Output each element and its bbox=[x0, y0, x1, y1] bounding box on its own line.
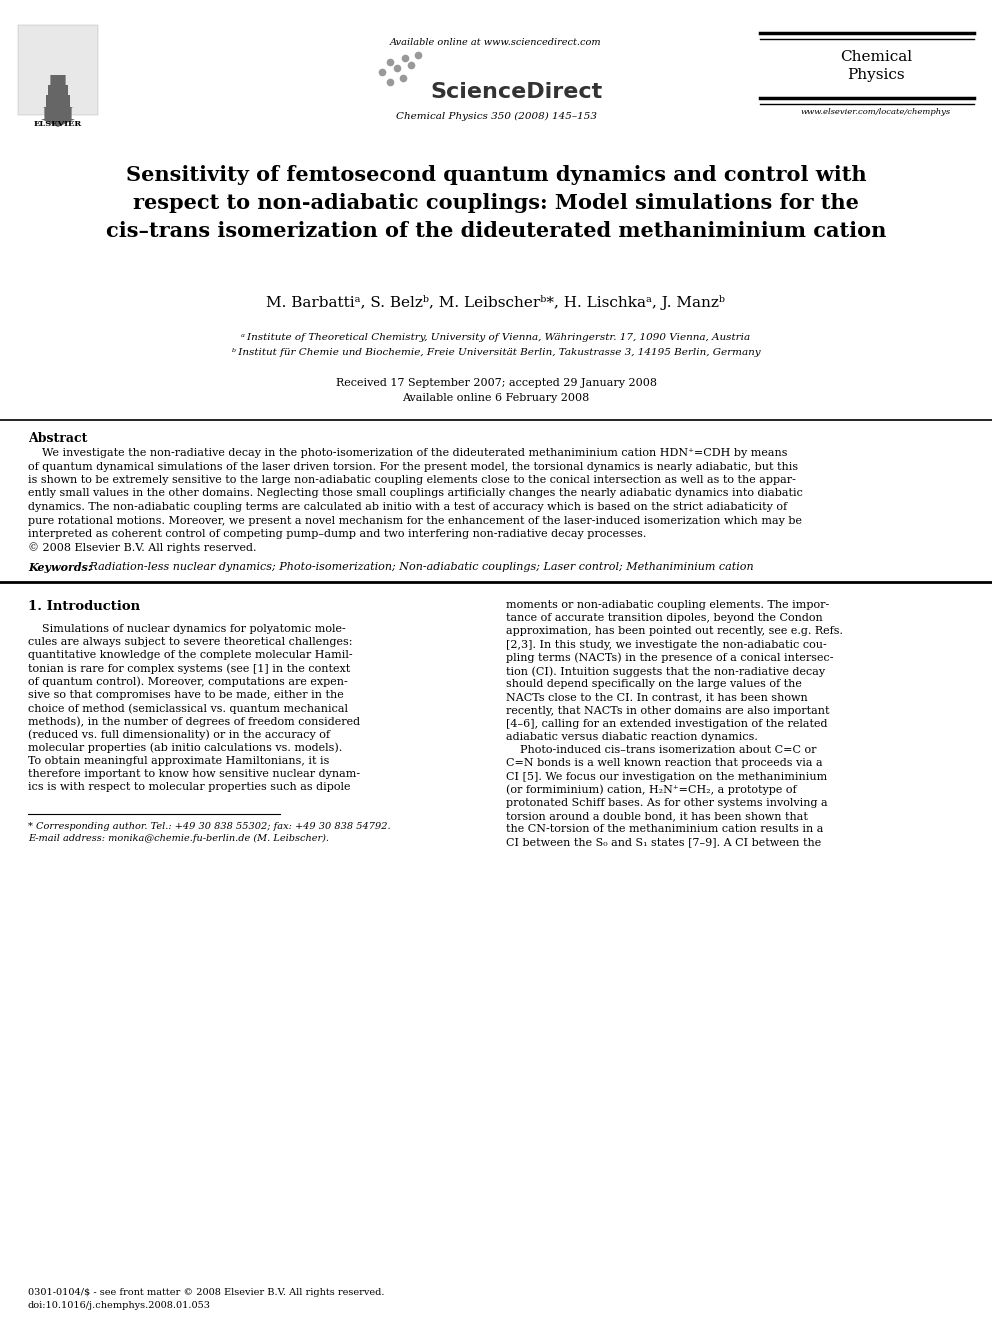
Text: the CN-torsion of the methaniminium cation results in a: the CN-torsion of the methaniminium cati… bbox=[506, 824, 823, 835]
Text: interpreted as coherent control of competing pump–dump and two interfering non-r: interpreted as coherent control of compe… bbox=[28, 529, 647, 538]
Text: of quantum control). Moreover, computations are expen-: of quantum control). Moreover, computati… bbox=[28, 677, 348, 688]
Text: Radiation-less nuclear dynamics; Photo-isomerization; Non-adiabatic couplings; L: Radiation-less nuclear dynamics; Photo-i… bbox=[86, 562, 754, 572]
Text: torsion around a double bond, it has been shown that: torsion around a double bond, it has bee… bbox=[506, 811, 807, 822]
Text: Sensitivity of femtosecond quantum dynamics and control with: Sensitivity of femtosecond quantum dynam… bbox=[126, 165, 866, 185]
FancyArrow shape bbox=[49, 75, 67, 95]
Text: ics is with respect to molecular properties such as dipole: ics is with respect to molecular propert… bbox=[28, 782, 350, 792]
Text: Photo-induced cis–trans isomerization about C=C or: Photo-induced cis–trans isomerization ab… bbox=[506, 745, 816, 755]
Text: doi:10.1016/j.chemphys.2008.01.053: doi:10.1016/j.chemphys.2008.01.053 bbox=[28, 1301, 211, 1310]
Text: 0301-0104/$ - see front matter © 2008 Elsevier B.V. All rights reserved.: 0301-0104/$ - see front matter © 2008 El… bbox=[28, 1289, 385, 1297]
Text: cules are always subject to severe theoretical challenges:: cules are always subject to severe theor… bbox=[28, 638, 352, 647]
Text: Available online at www.sciencedirect.com: Available online at www.sciencedirect.co… bbox=[390, 38, 602, 48]
Text: adiabatic versus diabatic reaction dynamics.: adiabatic versus diabatic reaction dynam… bbox=[506, 732, 758, 742]
FancyArrow shape bbox=[46, 85, 70, 105]
Text: CI between the S₀ and S₁ states [7–9]. A CI between the: CI between the S₀ and S₁ states [7–9]. A… bbox=[506, 837, 821, 848]
Text: C=N bonds is a well known reaction that proceeds via a: C=N bonds is a well known reaction that … bbox=[506, 758, 822, 769]
Text: ScienceDirect: ScienceDirect bbox=[430, 82, 602, 102]
Text: (or formiminium) cation, H₂N⁺=CH₂, a prototype of: (or formiminium) cation, H₂N⁺=CH₂, a pro… bbox=[506, 785, 797, 795]
Text: dynamics. The non-adiabatic coupling terms are calculated ab initio with a test : dynamics. The non-adiabatic coupling ter… bbox=[28, 501, 787, 512]
Text: NACTs close to the CI. In contrast, it has been shown: NACTs close to the CI. In contrast, it h… bbox=[506, 692, 807, 703]
Text: methods), in the number of degrees of freedom considered: methods), in the number of degrees of fr… bbox=[28, 716, 360, 726]
Text: ᵇ Institut für Chemie und Biochemie, Freie Universität Berlin, Takustrasse 3, 14: ᵇ Institut für Chemie und Biochemie, Fre… bbox=[232, 348, 760, 357]
Text: tance of accurate transition dipoles, beyond the Condon: tance of accurate transition dipoles, be… bbox=[506, 613, 822, 623]
Text: Chemical: Chemical bbox=[840, 50, 912, 64]
Text: is shown to be extremely sensitive to the large non-adiabatic coupling elements : is shown to be extremely sensitive to th… bbox=[28, 475, 796, 486]
Text: E-mail address: monika@chemie.fu-berlin.de (M. Leibscher).: E-mail address: monika@chemie.fu-berlin.… bbox=[28, 833, 329, 843]
Text: Simulations of nuclear dynamics for polyatomic mole-: Simulations of nuclear dynamics for poly… bbox=[28, 624, 346, 634]
Text: protonated Schiff bases. As for other systems involving a: protonated Schiff bases. As for other sy… bbox=[506, 798, 827, 808]
Text: [4–6], calling for an extended investigation of the related: [4–6], calling for an extended investiga… bbox=[506, 718, 827, 729]
Text: Received 17 September 2007; accepted 29 January 2008: Received 17 September 2007; accepted 29 … bbox=[335, 378, 657, 388]
Text: pling terms (NACTs) in the presence of a conical intersec-: pling terms (NACTs) in the presence of a… bbox=[506, 652, 833, 663]
Text: recently, that NACTs in other domains are also important: recently, that NACTs in other domains ar… bbox=[506, 705, 829, 716]
Text: ently small values in the other domains. Neglecting those small couplings artifi: ently small values in the other domains.… bbox=[28, 488, 803, 499]
Text: * Corresponding author. Tel.: +49 30 838 55302; fax: +49 30 838 54792.: * Corresponding author. Tel.: +49 30 838… bbox=[28, 822, 391, 831]
Text: tion (CI). Intuition suggests that the non-radiative decay: tion (CI). Intuition suggests that the n… bbox=[506, 665, 825, 676]
Text: should depend specifically on the large values of the: should depend specifically on the large … bbox=[506, 679, 802, 689]
Text: Keywords:: Keywords: bbox=[28, 562, 96, 573]
Text: approximation, has been pointed out recently, see e.g. Refs.: approximation, has been pointed out rece… bbox=[506, 626, 843, 636]
Text: sive so that compromises have to be made, either in the: sive so that compromises have to be made… bbox=[28, 691, 344, 700]
Text: CI [5]. We focus our investigation on the methaniminium: CI [5]. We focus our investigation on th… bbox=[506, 771, 827, 782]
Text: cis–trans isomerization of the dideuterated methaniminium cation: cis–trans isomerization of the dideutera… bbox=[106, 221, 886, 241]
Text: Physics: Physics bbox=[847, 67, 905, 82]
Text: ELSEVIER: ELSEVIER bbox=[34, 120, 82, 128]
Text: respect to non-adiabatic couplings: Model simulations for the: respect to non-adiabatic couplings: Mode… bbox=[133, 193, 859, 213]
Text: © 2008 Elsevier B.V. All rights reserved.: © 2008 Elsevier B.V. All rights reserved… bbox=[28, 542, 257, 553]
Text: Abstract: Abstract bbox=[28, 433, 87, 445]
Text: therefore important to know how sensitive nuclear dynam-: therefore important to know how sensitiv… bbox=[28, 769, 360, 779]
Text: We investigate the non-radiative decay in the photo-isomerization of the dideute: We investigate the non-radiative decay i… bbox=[28, 448, 788, 458]
FancyArrow shape bbox=[43, 95, 73, 115]
Text: ᵃ Institute of Theoretical Chemistry, University of Vienna, Währingerstr. 17, 10: ᵃ Institute of Theoretical Chemistry, Un… bbox=[241, 333, 751, 343]
Text: M. Barbattiᵃ, S. Belzᵇ, M. Leibscherᵇ*, H. Lischkaᵃ, J. Manzᵇ: M. Barbattiᵃ, S. Belzᵇ, M. Leibscherᵇ*, … bbox=[267, 295, 725, 310]
Text: Available online 6 February 2008: Available online 6 February 2008 bbox=[403, 393, 589, 404]
FancyBboxPatch shape bbox=[18, 25, 98, 115]
Text: of quantum dynamical simulations of the laser driven torsion. For the present mo: of quantum dynamical simulations of the … bbox=[28, 462, 799, 471]
Text: www.elsevier.com/locate/chemphys: www.elsevier.com/locate/chemphys bbox=[801, 108, 951, 116]
Text: (reduced vs. full dimensionality) or in the accuracy of: (reduced vs. full dimensionality) or in … bbox=[28, 729, 330, 740]
Text: quantitative knowledge of the complete molecular Hamil-: quantitative knowledge of the complete m… bbox=[28, 651, 352, 660]
Text: tonian is rare for complex systems (see [1] in the context: tonian is rare for complex systems (see … bbox=[28, 664, 350, 675]
Text: choice of method (semiclassical vs. quantum mechanical: choice of method (semiclassical vs. quan… bbox=[28, 704, 348, 714]
Text: molecular properties (ab initio calculations vs. models).: molecular properties (ab initio calculat… bbox=[28, 742, 342, 753]
Text: [2,3]. In this study, we investigate the non-adiabatic cou-: [2,3]. In this study, we investigate the… bbox=[506, 639, 826, 650]
Text: pure rotational motions. Moreover, we present a novel mechanism for the enhancem: pure rotational motions. Moreover, we pr… bbox=[28, 516, 802, 525]
FancyArrow shape bbox=[41, 107, 75, 127]
Text: To obtain meaningful approximate Hamiltonians, it is: To obtain meaningful approximate Hamilto… bbox=[28, 755, 329, 766]
Text: Chemical Physics 350 (2008) 145–153: Chemical Physics 350 (2008) 145–153 bbox=[396, 112, 596, 122]
Text: moments or non-adiabatic coupling elements. The impor-: moments or non-adiabatic coupling elemen… bbox=[506, 601, 829, 610]
Text: 1. Introduction: 1. Introduction bbox=[28, 601, 140, 613]
